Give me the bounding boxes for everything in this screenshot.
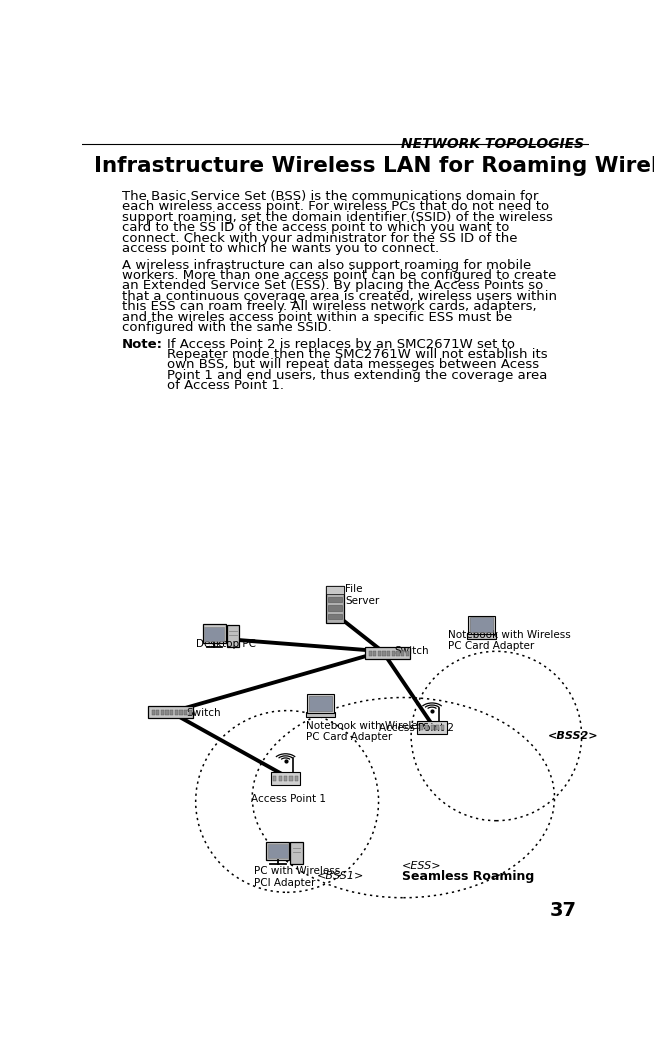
Text: configured with the same SSID.: configured with the same SSID. <box>122 321 332 334</box>
Bar <box>273 776 276 781</box>
Text: Notebook with Wireless
PC Card Adapter: Notebook with Wireless PC Card Adapter <box>447 630 570 651</box>
Bar <box>373 651 376 656</box>
Bar <box>436 725 439 729</box>
Bar <box>467 633 496 638</box>
Bar <box>387 651 390 656</box>
Bar <box>326 586 345 594</box>
Bar <box>307 694 334 713</box>
Bar <box>156 710 160 715</box>
Text: Switch: Switch <box>395 646 430 656</box>
Bar <box>378 651 381 656</box>
Text: NETWORK TOPOLOGIES: NETWORK TOPOLOGIES <box>401 137 584 150</box>
Bar <box>170 710 173 715</box>
Text: each wireless access point. For wireless PCs that do not need to: each wireless access point. For wireless… <box>122 201 549 213</box>
Text: Switch: Switch <box>186 707 221 718</box>
Bar <box>290 776 292 781</box>
Text: <BSS2>: <BSS2> <box>547 730 598 741</box>
Bar <box>148 706 194 718</box>
Bar <box>420 725 422 729</box>
Bar <box>405 651 409 656</box>
Bar <box>266 841 290 860</box>
Bar <box>179 710 182 715</box>
Bar <box>425 725 428 729</box>
Bar <box>290 842 303 864</box>
Bar <box>468 616 495 634</box>
Bar <box>279 776 282 781</box>
Text: <ESS>: <ESS> <box>402 861 441 870</box>
Text: this ESS can roam freely. All wireless network cards, adapters,: this ESS can roam freely. All wireless n… <box>122 300 537 314</box>
Bar <box>326 586 345 623</box>
Bar <box>368 651 371 656</box>
Bar <box>383 651 386 656</box>
Text: File
Server: File Server <box>345 584 379 606</box>
Text: The Basic Service Set (BSS) is the communications domain for: The Basic Service Set (BSS) is the commu… <box>122 190 538 203</box>
Bar <box>203 624 226 643</box>
Bar <box>295 776 298 781</box>
Bar <box>328 613 342 619</box>
Text: Infrastructure Wireless LAN for Roaming Wireless PCs: Infrastructure Wireless LAN for Roaming … <box>94 156 654 177</box>
Bar <box>430 725 434 729</box>
Bar <box>305 712 336 717</box>
Bar <box>328 597 342 602</box>
Text: 37: 37 <box>549 901 576 920</box>
Bar <box>189 710 192 715</box>
Text: Access Point 2: Access Point 2 <box>379 723 454 733</box>
Text: Seamless Roaming: Seamless Roaming <box>402 870 534 883</box>
Bar <box>309 696 332 711</box>
Text: PC with Wireless
PCI Adapter: PC with Wireless PCI Adapter <box>254 866 340 888</box>
Text: Notebook with Wireless
PC Card Adapter: Notebook with Wireless PC Card Adapter <box>307 721 429 742</box>
Text: connect. Check with your administrator for the SS ID of the: connect. Check with your administrator f… <box>122 232 517 245</box>
Text: <BSS1>: <BSS1> <box>317 870 364 881</box>
Text: Desktop PC: Desktop PC <box>196 638 256 649</box>
Bar <box>204 627 224 642</box>
Bar <box>161 710 164 715</box>
Text: support roaming, set the domain identifier (SSID) of the wireless: support roaming, set the domain identifi… <box>122 211 553 224</box>
Text: Note:: Note: <box>122 338 163 350</box>
Text: If Access Point 2 is replaces by an SMC2671W set to: If Access Point 2 is replaces by an SMC2… <box>167 338 515 350</box>
Bar <box>175 710 178 715</box>
Text: Repeater mode then the SMC2761W will not establish its: Repeater mode then the SMC2761W will not… <box>167 348 547 361</box>
Bar <box>401 651 404 656</box>
Text: that a continuous coverage area is created, wireless users within: that a continuous coverage area is creat… <box>122 289 557 303</box>
Text: and the wireles access point within a specific ESS must be: and the wireles access point within a sp… <box>122 310 512 324</box>
Bar <box>366 647 410 658</box>
Bar <box>417 721 447 734</box>
Bar <box>284 776 287 781</box>
Text: A wireless infrastructure can also support roaming for mobile: A wireless infrastructure can also suppo… <box>122 258 531 272</box>
Bar <box>267 843 288 858</box>
Text: card to the SS ID of the access point to which you want to: card to the SS ID of the access point to… <box>122 222 509 234</box>
Text: access point to which he wants you to connect.: access point to which he wants you to co… <box>122 242 439 255</box>
Bar <box>396 651 400 656</box>
Text: workers. More than one access point can be configured to create: workers. More than one access point can … <box>122 269 557 282</box>
Bar <box>227 625 239 647</box>
Text: Access Point 1: Access Point 1 <box>250 794 326 804</box>
Bar <box>441 725 445 729</box>
Bar <box>152 710 154 715</box>
Bar <box>165 710 169 715</box>
Text: an Extended Service Set (ESS). By placing the Access Points so: an Extended Service Set (ESS). By placin… <box>122 279 543 293</box>
Bar <box>328 605 342 610</box>
Bar <box>470 617 493 632</box>
Text: of Access Point 1.: of Access Point 1. <box>167 379 284 392</box>
Bar <box>392 651 395 656</box>
Text: own BSS, but will repeat data messeges between Acess: own BSS, but will repeat data messeges b… <box>167 358 539 371</box>
Bar <box>184 710 187 715</box>
Text: Point 1 and end users, thus extending the coverage area: Point 1 and end users, thus extending th… <box>167 369 547 381</box>
Bar <box>271 772 300 785</box>
